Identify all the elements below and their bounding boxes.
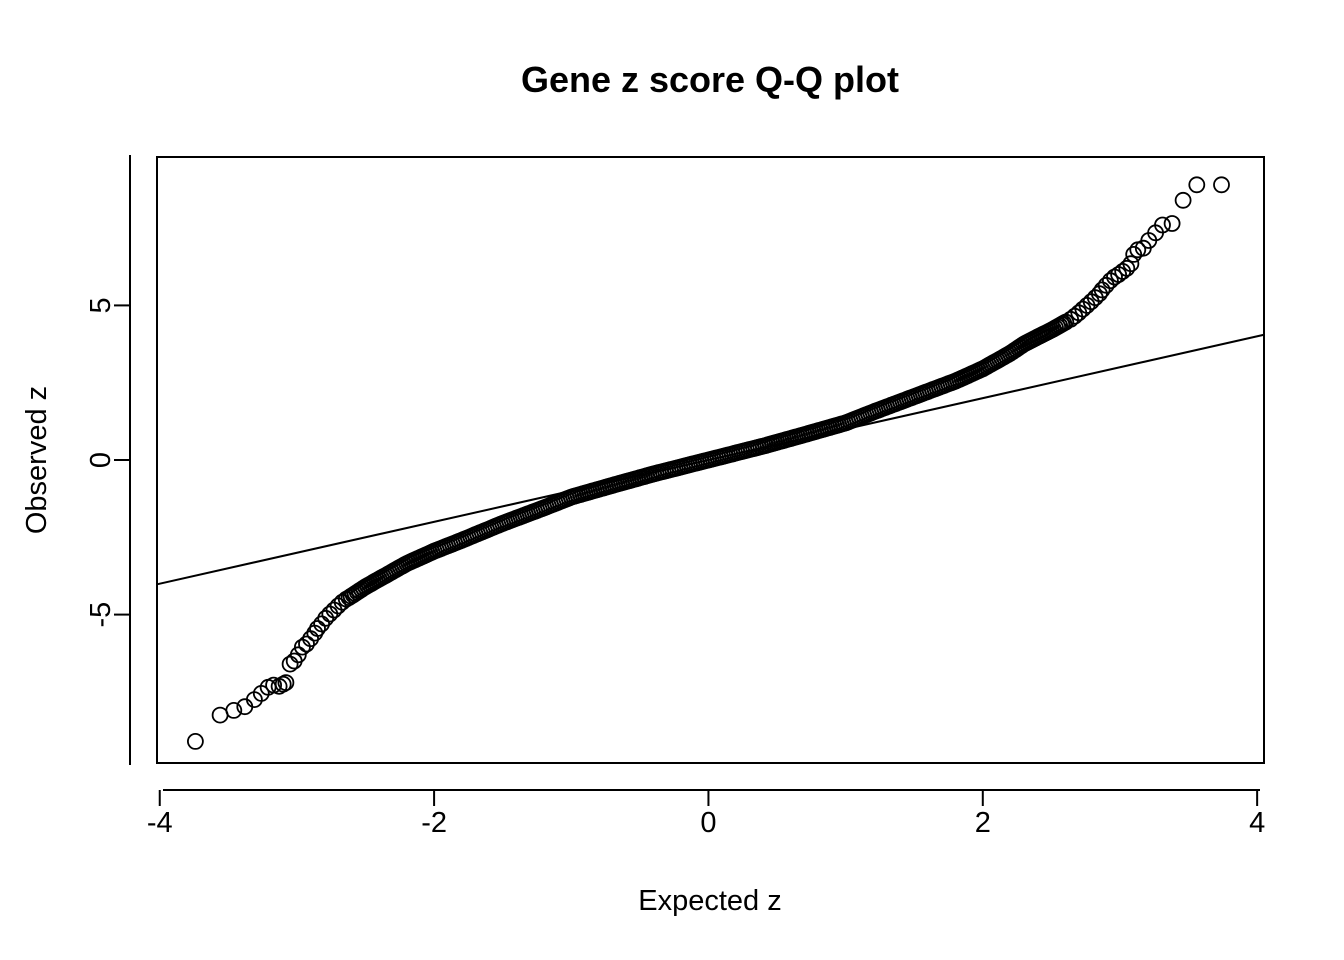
x-tick-label: -4 <box>147 807 173 839</box>
data-point <box>309 620 326 637</box>
data-point <box>281 655 299 673</box>
y-tick-label: 5 <box>85 297 117 313</box>
data-point <box>337 590 355 608</box>
x-tick-label: 0 <box>700 807 716 839</box>
data-point <box>1066 307 1084 325</box>
data-point <box>1213 176 1230 194</box>
data-point <box>225 702 243 719</box>
x-tick-label: 2 <box>975 807 991 839</box>
data-point <box>1188 176 1206 194</box>
data-point <box>211 706 229 724</box>
data-point <box>186 733 204 750</box>
y-tick-label: -5 <box>85 602 117 628</box>
y-axis-label: Observed z <box>21 386 53 534</box>
x-axis-ticks: -4 -2 0 2 4 <box>147 790 1265 839</box>
data-point <box>1129 241 1147 259</box>
data-point <box>1062 310 1079 328</box>
data-point <box>1174 191 1192 209</box>
data-point <box>1163 215 1181 232</box>
x-tick-label: 4 <box>1249 807 1265 839</box>
data-point <box>1102 272 1119 290</box>
data-point <box>313 615 331 633</box>
data-point <box>1125 245 1143 263</box>
points-layer <box>186 176 1230 750</box>
y-axis-ticks: -5 0 5 <box>85 297 130 627</box>
x-axis-label: Expected z <box>638 885 781 917</box>
y-tick-label: 0 <box>85 452 117 468</box>
data-point <box>333 593 351 611</box>
data-point <box>321 605 339 623</box>
x-tick-label: -2 <box>421 807 447 839</box>
data-point <box>289 646 307 664</box>
chart-title: Gene z score Q-Q plot <box>521 59 899 100</box>
data-point <box>298 635 315 653</box>
plot-frame <box>156 156 1265 764</box>
data-point <box>277 674 295 691</box>
data-point <box>1114 262 1132 280</box>
data-point <box>274 675 292 693</box>
